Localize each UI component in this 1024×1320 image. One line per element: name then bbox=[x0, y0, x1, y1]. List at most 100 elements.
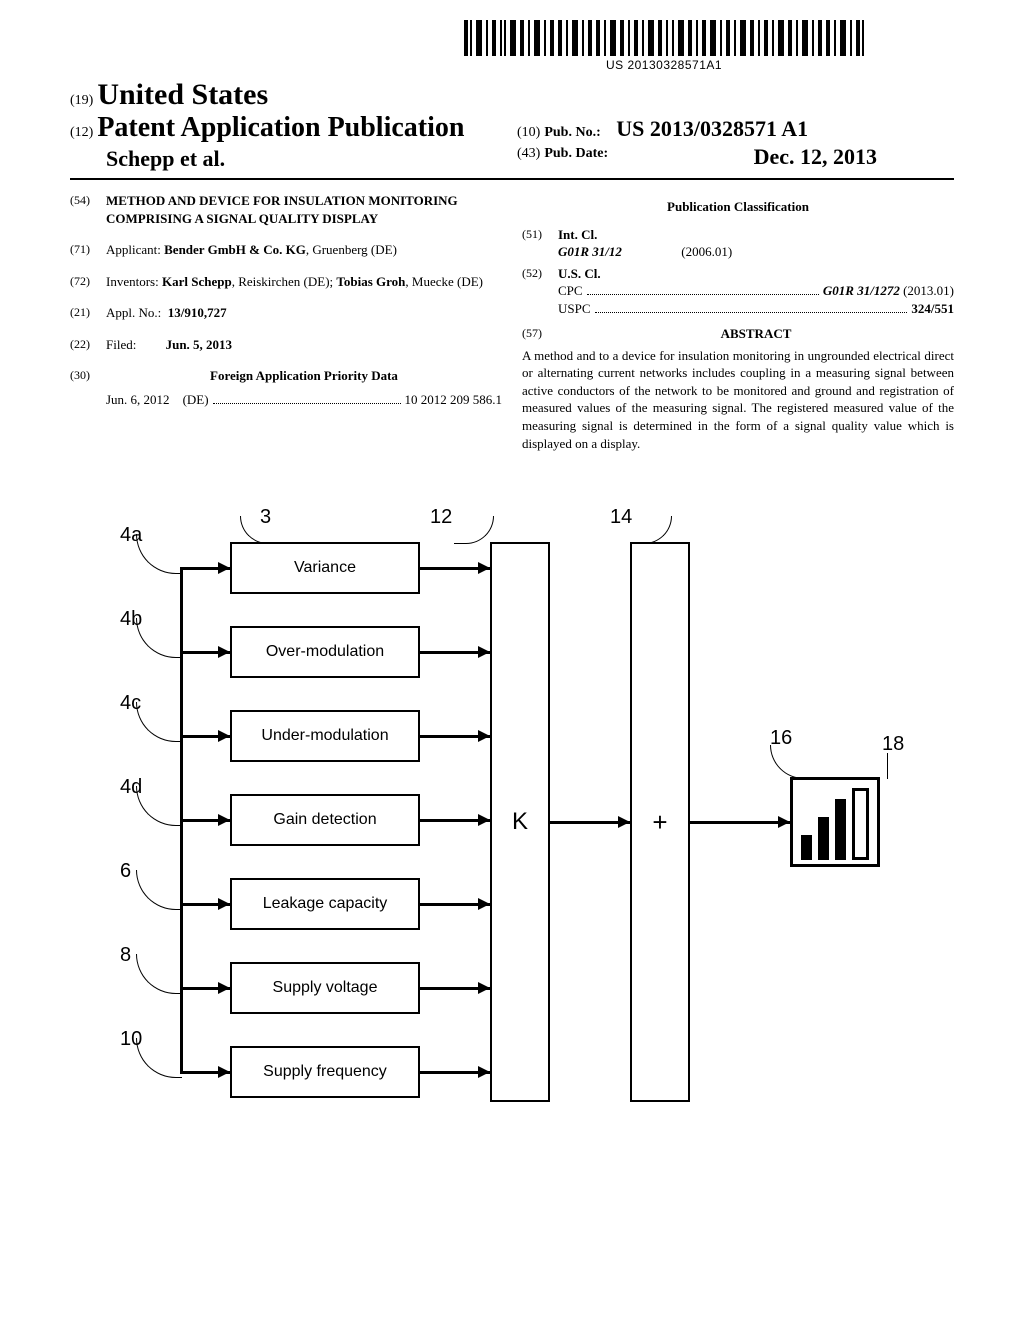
left-column: (54) METHOD AND DEVICE FOR INSULATION MO… bbox=[70, 192, 502, 452]
arrowhead-icon bbox=[218, 982, 230, 994]
display-bar bbox=[801, 835, 812, 860]
arrowhead-icon bbox=[218, 730, 230, 742]
leader-line bbox=[240, 516, 270, 544]
uscl-label: U.S. Cl. bbox=[558, 266, 601, 281]
leader-line bbox=[874, 753, 888, 779]
diagram-ref-8: 8 bbox=[120, 944, 131, 967]
abstract-text: A method and to a device for insulation … bbox=[522, 347, 954, 452]
arrowhead-icon bbox=[478, 730, 490, 742]
cpc-label: CPC bbox=[558, 282, 583, 300]
applicant-label: Applicant: bbox=[106, 242, 161, 257]
publication-date: Dec. 12, 2013 bbox=[754, 144, 877, 170]
arrowhead-icon bbox=[478, 898, 490, 910]
barcode: US 20130328571A1 bbox=[464, 20, 864, 72]
priority-number: 10 2012 209 586.1 bbox=[405, 391, 503, 409]
authors-line: Schepp et al. bbox=[106, 146, 507, 172]
leader-line bbox=[136, 1038, 182, 1078]
inventor-1-rest: , Reiskirchen (DE); bbox=[232, 274, 337, 289]
barcode-region: US 20130328571A1 bbox=[70, 20, 954, 74]
barcode-svg bbox=[464, 20, 864, 56]
arrowhead-icon bbox=[218, 1066, 230, 1078]
diagram-box-6: Supply voltage bbox=[230, 962, 420, 1014]
uspc-value: 324/551 bbox=[911, 301, 954, 316]
priority-date: Jun. 6, 2012 bbox=[106, 392, 170, 407]
display-bar bbox=[852, 788, 869, 860]
code-30: (30) bbox=[70, 367, 106, 385]
diagram-box-2: Over-modulation bbox=[230, 626, 420, 678]
applno-label: Appl. No.: bbox=[106, 305, 161, 320]
arrowhead-icon bbox=[618, 816, 630, 828]
priority-row: Jun. 6, 2012 (DE) 10 2012 209 586.1 bbox=[106, 391, 502, 409]
diagram-ref-12: 12 bbox=[430, 506, 452, 529]
intcl-class: G01R 31/12 bbox=[558, 244, 622, 259]
code-71: (71) bbox=[70, 241, 106, 259]
code-10: (10) bbox=[517, 125, 540, 140]
code-12: (12) bbox=[70, 125, 93, 140]
publication-type: Patent Application Publication bbox=[97, 112, 464, 143]
leader-line bbox=[136, 786, 182, 826]
diagram-box-plus: + bbox=[630, 542, 690, 1102]
diagram-box-7: Supply frequency bbox=[230, 1046, 420, 1098]
diagram-bar-display bbox=[790, 777, 880, 867]
arrowhead-icon bbox=[218, 646, 230, 658]
leader-line bbox=[136, 534, 182, 574]
right-column: Publication Classification (51) Int. Cl.… bbox=[522, 192, 954, 452]
inventors-label: Inventors: bbox=[106, 274, 159, 289]
arrowhead-icon bbox=[478, 814, 490, 826]
leader-line bbox=[770, 745, 806, 779]
pubno-label: Pub. No.: bbox=[544, 125, 600, 140]
leader-line bbox=[136, 954, 182, 994]
code-21: (21) bbox=[70, 304, 106, 322]
arrowhead-icon bbox=[218, 562, 230, 574]
barcode-text: US 20130328571A1 bbox=[464, 58, 864, 72]
applicant-rest: , Gruenberg (DE) bbox=[306, 242, 397, 257]
diagram-ref-6: 6 bbox=[120, 860, 131, 883]
code-54: (54) bbox=[70, 192, 106, 227]
code-72: (72) bbox=[70, 273, 106, 291]
filed-label: Filed: bbox=[106, 337, 136, 352]
leader-line bbox=[136, 870, 182, 910]
application-number: 13/910,727 bbox=[168, 305, 227, 320]
arrowhead-icon bbox=[478, 562, 490, 574]
diagram-ref-14: 14 bbox=[610, 506, 632, 529]
cpc-value: G01R 31/1272 bbox=[823, 283, 900, 298]
arrowhead-icon bbox=[478, 982, 490, 994]
arrowhead-icon bbox=[478, 1066, 490, 1078]
foreign-priority-title: Foreign Application Priority Data bbox=[210, 368, 398, 383]
diagram-box-1: Variance bbox=[230, 542, 420, 594]
code-22: (22) bbox=[70, 336, 106, 354]
bibliographic-section: (54) METHOD AND DEVICE FOR INSULATION MO… bbox=[70, 192, 954, 452]
code-52: (52) bbox=[522, 265, 558, 318]
diagram-connector bbox=[690, 821, 790, 824]
leader-line bbox=[136, 702, 182, 742]
code-51: (51) bbox=[522, 226, 558, 261]
intcl-date: (2006.01) bbox=[681, 244, 732, 259]
header-block: (19) United States (12) Patent Applicati… bbox=[70, 78, 954, 180]
diagram-box-5: Leakage capacity bbox=[230, 878, 420, 930]
display-bar bbox=[835, 799, 846, 860]
inventor-1: Karl Schepp bbox=[162, 274, 232, 289]
country: United States bbox=[97, 78, 268, 111]
arrowhead-icon bbox=[478, 646, 490, 658]
filed-date: Jun. 5, 2013 bbox=[166, 337, 232, 352]
diagram-box-3: Under-modulation bbox=[230, 710, 420, 762]
intcl-label: Int. Cl. bbox=[558, 227, 597, 242]
code-57: (57) bbox=[522, 325, 558, 347]
pubdate-label: Pub. Date: bbox=[544, 146, 608, 161]
code-43: (43) bbox=[517, 146, 540, 161]
leader-line bbox=[136, 618, 182, 658]
cpc-date: (2013.01) bbox=[903, 283, 954, 298]
code-19: (19) bbox=[70, 93, 93, 108]
priority-country: (DE) bbox=[183, 392, 209, 407]
abstract-title: ABSTRACT bbox=[558, 325, 954, 343]
leader-line bbox=[632, 516, 672, 544]
diagram-box-k: K bbox=[490, 542, 550, 1102]
leader-line bbox=[454, 516, 494, 544]
display-bar bbox=[818, 817, 829, 860]
applicant-name: Bender GmbH & Co. KG bbox=[164, 242, 306, 257]
diagram-box-4: Gain detection bbox=[230, 794, 420, 846]
uspc-label: USPC bbox=[558, 300, 591, 318]
invention-title: METHOD AND DEVICE FOR INSULATION MONITOR… bbox=[106, 193, 458, 226]
pub-classification-title: Publication Classification bbox=[522, 198, 954, 216]
arrowhead-icon bbox=[218, 898, 230, 910]
